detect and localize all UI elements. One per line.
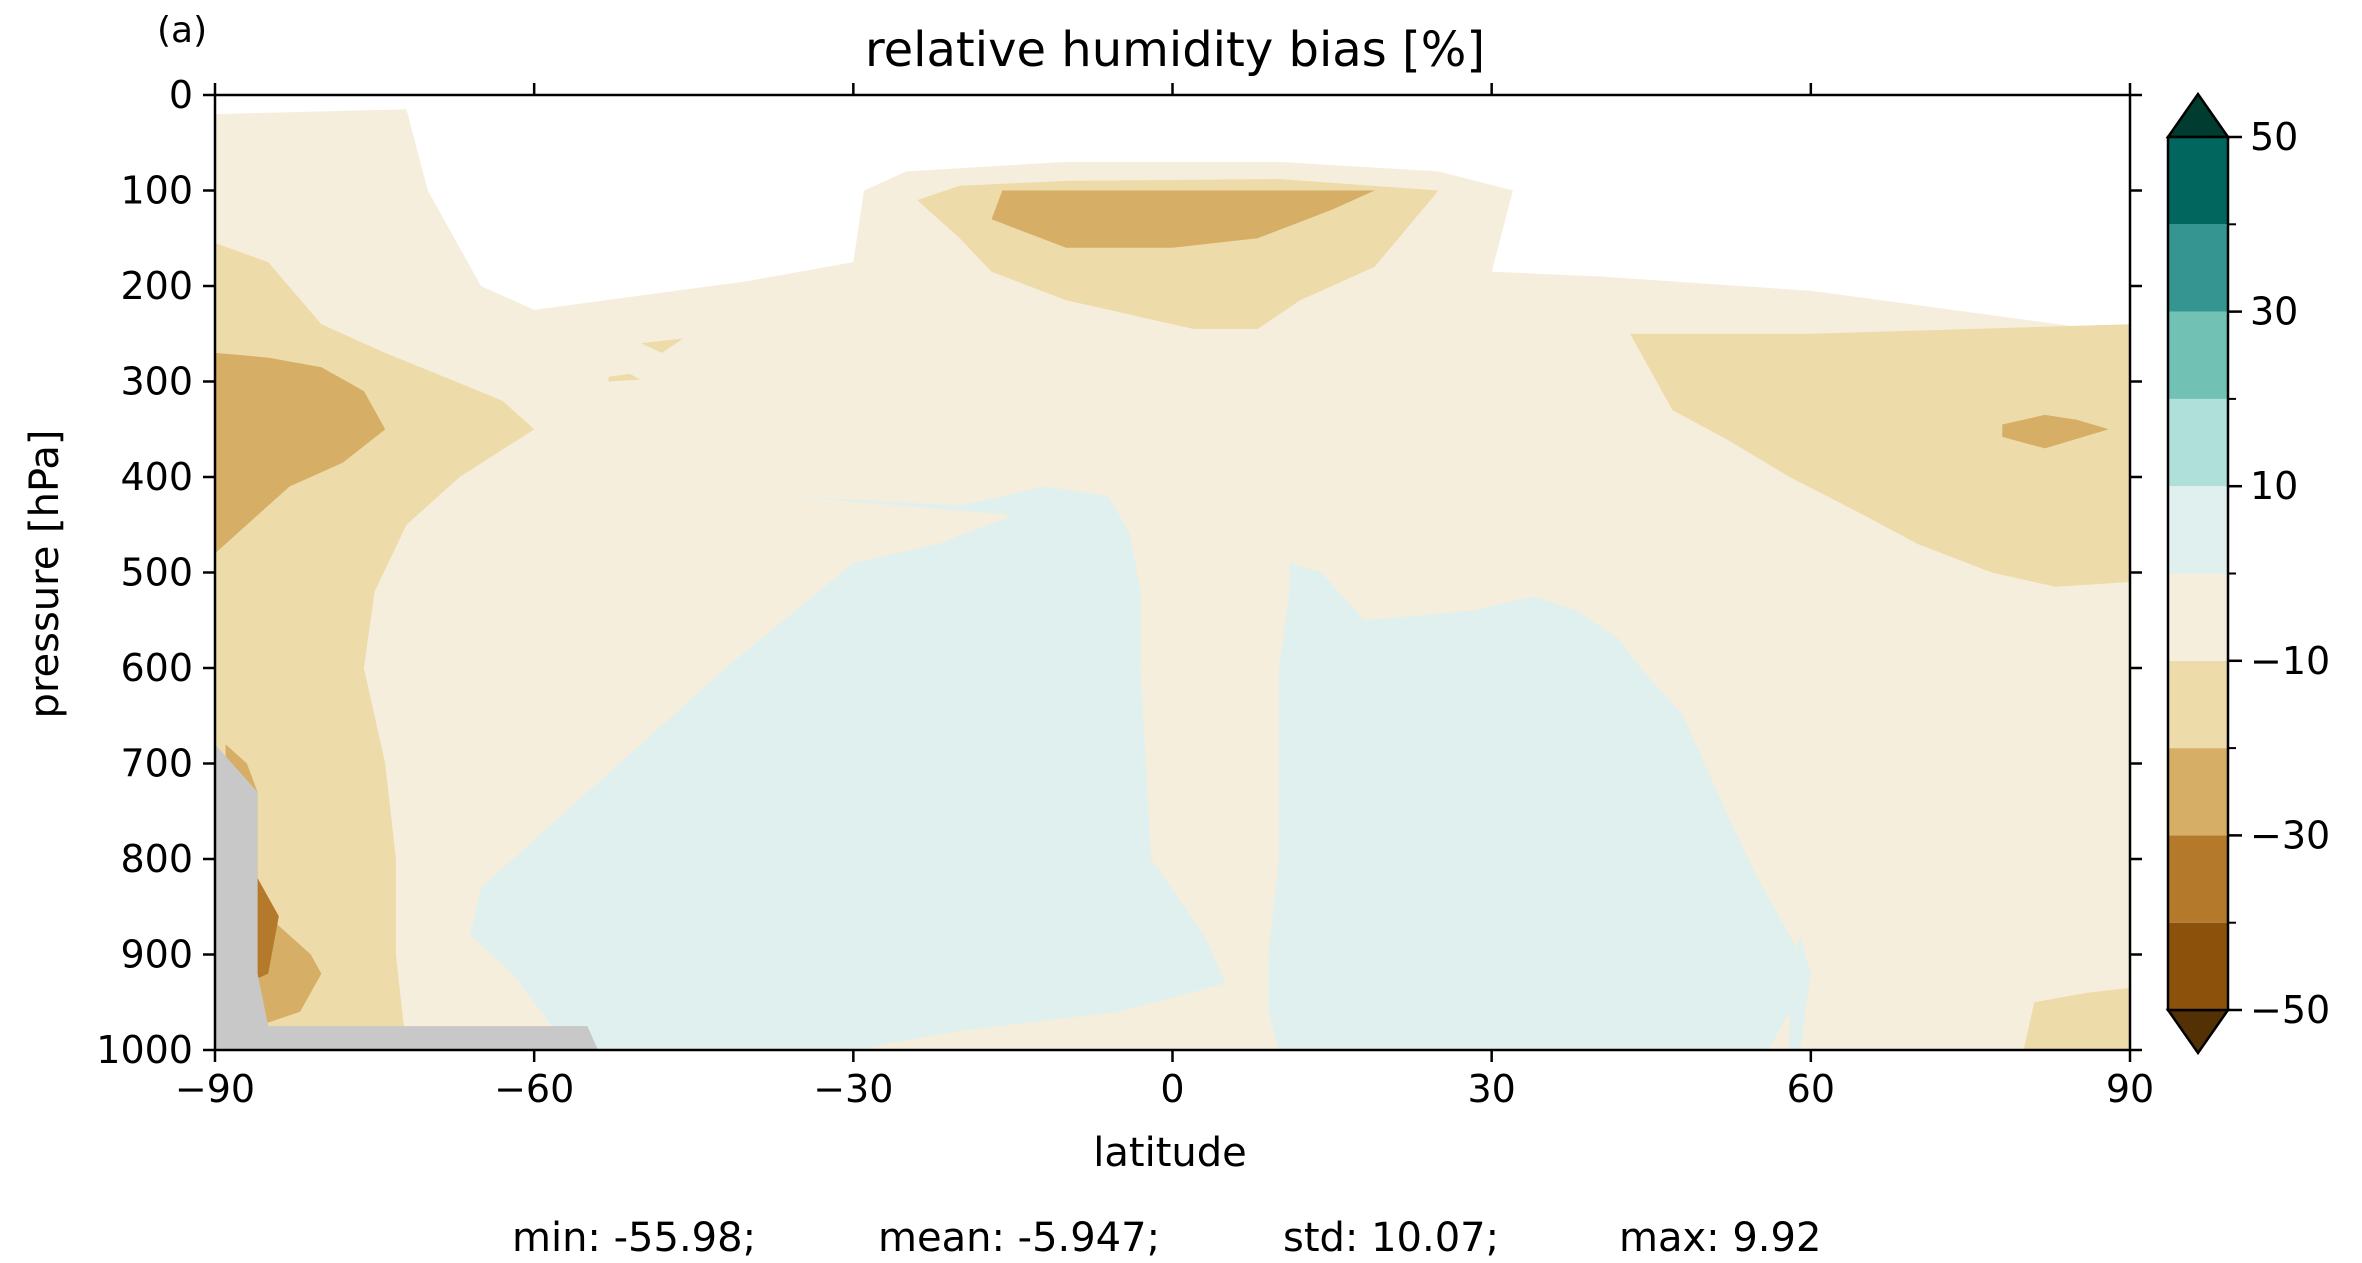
stat-mean: mean: -5.947; — [878, 1215, 1161, 1261]
y-tick-label: 400 — [120, 455, 193, 499]
stat-std: std: 10.07; — [1283, 1215, 1500, 1261]
y-tick-label: 200 — [120, 264, 193, 308]
contour-region — [991, 190, 1375, 248]
x-tick-label: −60 — [494, 1067, 574, 1111]
y-axis-label: pressure [hPa] — [22, 429, 68, 719]
colorbar-segment — [2168, 486, 2228, 574]
axes: −90 −60 −30 0 30 60 90010020030040050060070080… — [96, 73, 2154, 1111]
y-tick-label: 500 — [120, 551, 193, 595]
contour-region — [470, 486, 1226, 1050]
y-tick-label: 800 — [120, 837, 193, 881]
y-tick-label: 100 — [120, 169, 193, 213]
y-tick-label: 600 — [120, 646, 193, 690]
colorbar-segment — [2168, 835, 2228, 923]
stat-min: min: -55.98; — [512, 1215, 757, 1261]
contour-region — [640, 338, 684, 353]
colorbar-tick-label: −50 — [2250, 988, 2330, 1032]
colorbar-segment — [2168, 311, 2228, 399]
colorbar-segment — [2168, 748, 2228, 836]
colorbar-segment — [2168, 573, 2228, 661]
x-tick-label: 30 — [1467, 1067, 1515, 1111]
contour-regions — [215, 109, 2130, 1050]
colorbar-segment — [2168, 398, 2228, 487]
colorbar-tick-label: 30 — [2250, 290, 2298, 334]
stat-max: max: 9.92 — [1619, 1215, 1822, 1261]
contour-region — [1268, 563, 1811, 1050]
colorbar-tick-label: 10 — [2250, 464, 2298, 508]
colorbar-segment — [2168, 922, 2228, 1010]
y-tick-label: 700 — [120, 742, 193, 786]
colorbar-segment — [2168, 137, 2228, 225]
x-tick-label: 90 — [2106, 1067, 2154, 1111]
contour-region — [1789, 935, 1811, 1050]
y-tick-label: 900 — [120, 933, 193, 977]
x-tick-label: −30 — [813, 1067, 893, 1111]
colorbar-extend-max — [2165, 91, 2231, 139]
missing-data-region — [215, 744, 598, 1050]
x-axis-label: latitude — [1093, 1130, 1247, 1176]
y-tick-label: 1000 — [96, 1028, 193, 1072]
y-tick-label: 300 — [120, 360, 193, 404]
contour-region — [2002, 414, 2109, 449]
colorbar: −50 −30 −10 10 30 50 — [2165, 91, 2330, 1056]
contour-region — [2023, 987, 2130, 1050]
chart-title: relative humidity bias [%] — [864, 22, 1486, 78]
x-tick-label: 0 — [1160, 1067, 1184, 1111]
colorbar-tick-label: −30 — [2250, 813, 2330, 857]
contour-region — [215, 352, 386, 554]
colorbar-tick-label: −10 — [2250, 639, 2330, 683]
x-tick-label: −90 — [175, 1067, 255, 1111]
contour-region — [608, 373, 641, 382]
contour-region — [1630, 324, 2130, 587]
colorbar-extend-min — [2165, 1008, 2231, 1056]
x-tick-label: 60 — [1787, 1067, 1835, 1111]
colorbar-tick-label: 50 — [2250, 115, 2298, 159]
colorbar-segment — [2168, 660, 2228, 749]
y-tick-label: 0 — [169, 73, 193, 117]
colorbar-segment — [2168, 224, 2228, 312]
panel-label: (a) — [157, 10, 208, 51]
